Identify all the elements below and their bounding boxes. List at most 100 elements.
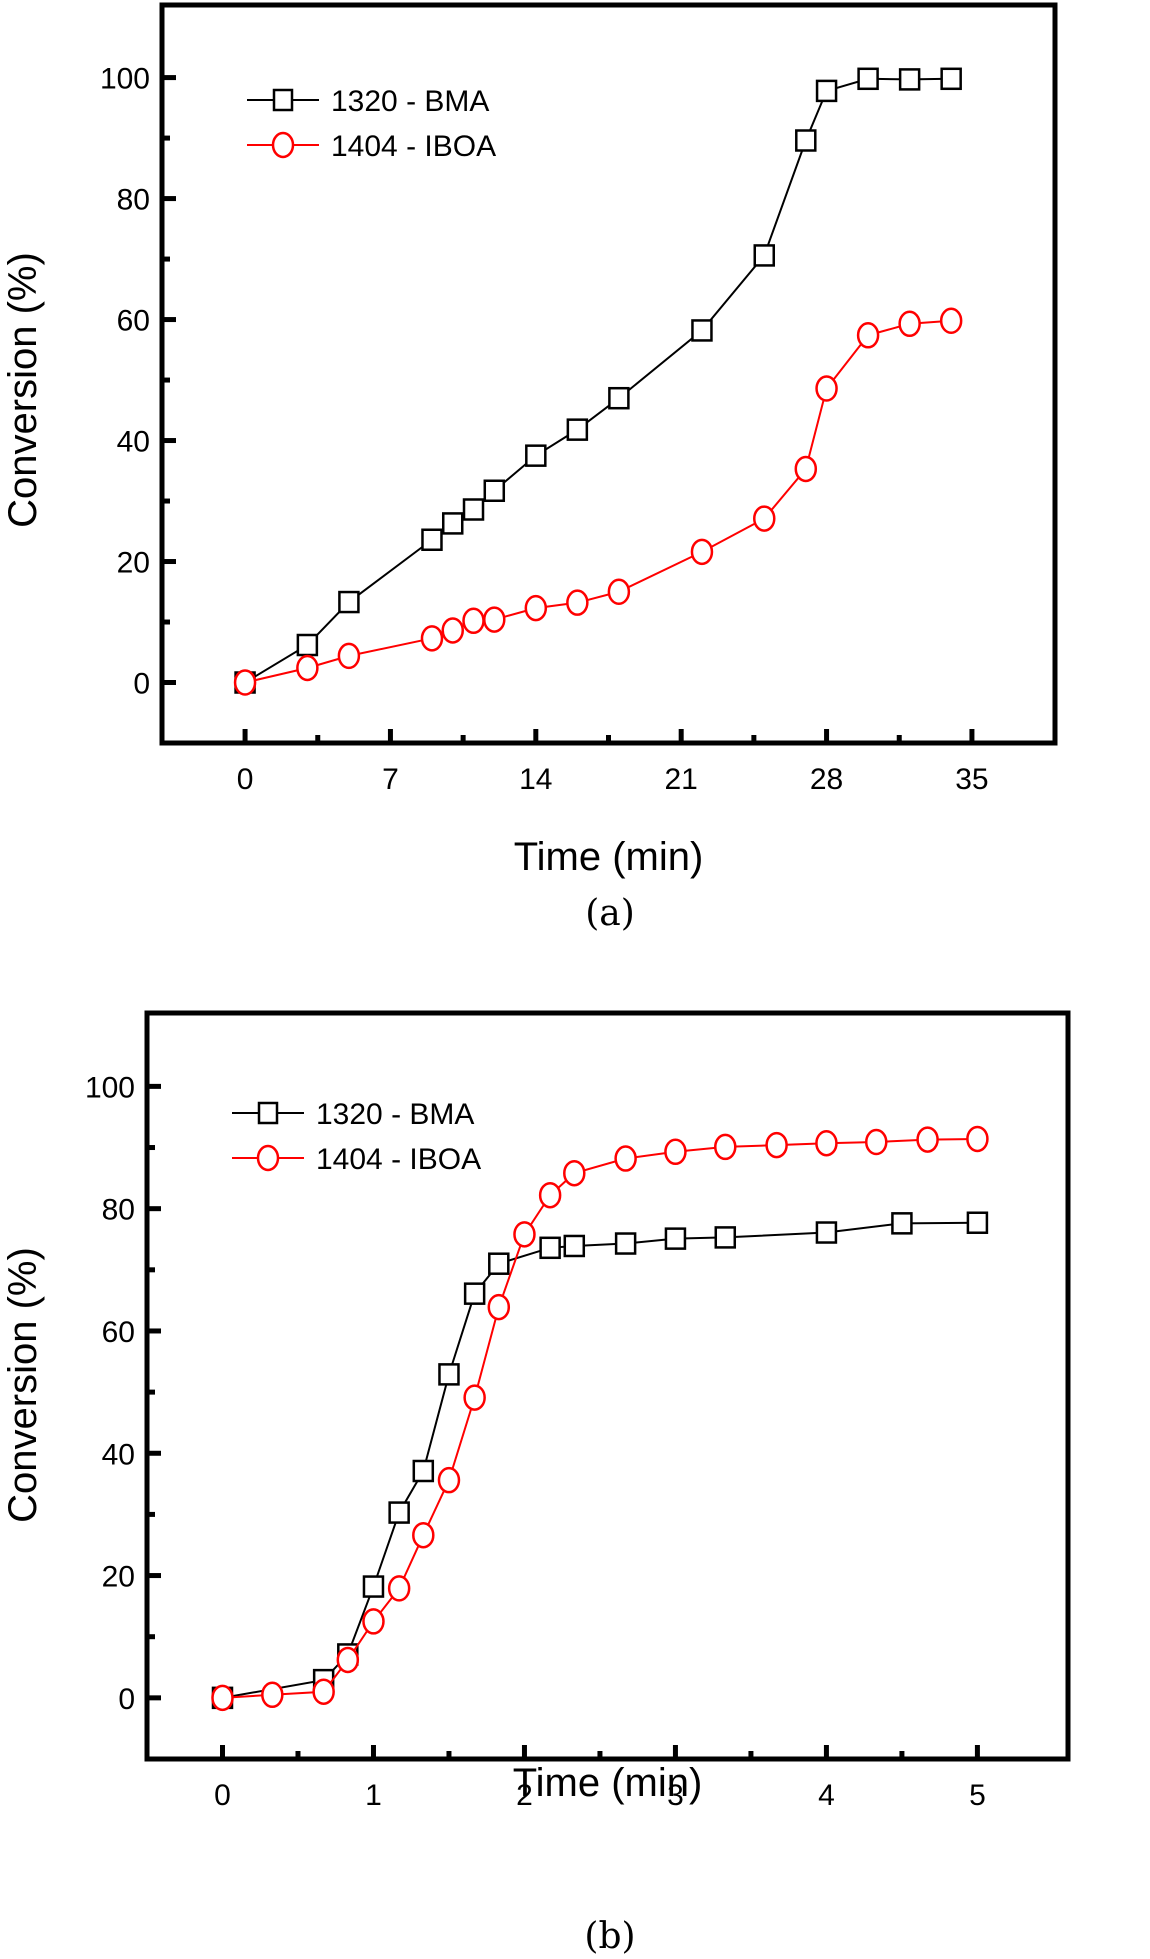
legend-item-iboa: 1404 - IBOA — [232, 1143, 481, 1176]
data-point-iboa — [753, 505, 776, 532]
legend-square-marker-icon — [272, 88, 294, 112]
x-tick-label: 28 — [810, 763, 843, 796]
panel-caption-b: (b) — [584, 1916, 635, 1957]
data-point-iboa — [441, 617, 464, 644]
x-axis-title: Time (min) — [513, 1761, 703, 1805]
data-point-bma — [438, 1363, 460, 1386]
data-point-iboa — [966, 1125, 989, 1153]
data-point-bma — [463, 1282, 486, 1305]
plot-frame — [144, 1010, 1071, 1762]
y-axis-title: Conversion (%) — [1, 252, 45, 528]
series-line-iboa — [244, 319, 952, 684]
x-tick-label: 0 — [214, 1779, 231, 1812]
data-point-bma — [462, 498, 485, 521]
x-tick-label: 21 — [664, 763, 697, 796]
legend-item-iboa: 1404 - IBOA — [247, 130, 496, 163]
data-point-iboa — [261, 1681, 284, 1709]
data-point-bma — [940, 67, 962, 91]
data-point-bma — [539, 1236, 561, 1260]
data-point-bma — [815, 79, 838, 103]
data-point-bma — [966, 1211, 989, 1234]
data-point-iboa — [312, 1678, 335, 1705]
data-point-iboa — [614, 1145, 637, 1172]
data-point-bma — [753, 244, 776, 267]
data-point-iboa — [538, 1181, 562, 1209]
data-point-iboa — [513, 1221, 536, 1248]
data-point-bma — [563, 1234, 586, 1258]
data-point-iboa — [412, 1521, 435, 1549]
data-point-iboa — [420, 625, 444, 652]
data-point-iboa — [865, 1128, 888, 1156]
data-point-bma — [566, 418, 589, 441]
data-point-bma — [441, 512, 464, 535]
data-point-bma — [388, 1501, 410, 1524]
data-point-iboa — [916, 1126, 939, 1153]
plot-frame — [159, 2, 1058, 746]
data-point-bma — [691, 319, 713, 342]
data-point-bma — [412, 1459, 435, 1483]
x-tick-label: 3 — [667, 1779, 684, 1812]
y-tick-label: 100 — [100, 63, 150, 96]
data-point-iboa — [463, 1384, 486, 1411]
x-tick-label: 14 — [519, 763, 552, 796]
legend-circle-marker-icon — [271, 131, 295, 159]
y-tick-label: 80 — [117, 184, 150, 217]
data-point-iboa — [483, 606, 506, 633]
data-point-iboa — [939, 307, 963, 335]
y-tick-label: 40 — [102, 1438, 135, 1471]
data-point-iboa — [211, 1684, 234, 1712]
data-point-iboa — [607, 578, 631, 606]
data-point-bma — [891, 1212, 913, 1235]
data-point-bma — [483, 479, 506, 502]
y-tick-label: 60 — [117, 305, 150, 338]
data-point-bma — [296, 633, 319, 657]
x-axis-title: Time (min) — [514, 835, 704, 879]
x-tick-label: 4 — [818, 1779, 835, 1812]
data-point-iboa — [794, 455, 818, 483]
data-point-bma — [338, 590, 360, 614]
data-point-bma — [898, 68, 921, 91]
legend-item-bma: 1320 - BMA — [232, 1098, 474, 1131]
data-point-bma — [857, 67, 879, 91]
x-tick-label: 35 — [955, 763, 988, 796]
series-line-bma — [222, 1221, 978, 1699]
legend-label-iboa: 1404 - IBOA — [316, 1143, 481, 1176]
axis-ticks: 0 7 14 21 28 35 0 20 40 60 80 100 — [100, 63, 989, 796]
x-tick-label: 1 — [365, 1779, 382, 1812]
data-point-iboa — [524, 594, 548, 622]
legend-label-bma: 1320 - BMA — [331, 85, 489, 118]
data-point-iboa — [337, 642, 361, 670]
data-point-iboa — [387, 1575, 411, 1602]
data-point-bma — [421, 528, 443, 551]
data-point-iboa — [362, 1608, 385, 1635]
data-point-iboa — [296, 654, 319, 682]
data-point-iboa — [336, 1646, 360, 1674]
data-point-iboa — [437, 1466, 461, 1494]
chart-panel-b: 0 1 2 3 4 5 0 20 40 60 80 100 Time (min) Conversion… — [1, 1010, 1071, 1957]
series-layer — [211, 1125, 989, 1712]
panel-caption-a: (a) — [585, 893, 635, 934]
x-tick-label: 0 — [237, 763, 254, 796]
legend-label-bma: 1320 - BMA — [316, 1098, 474, 1131]
data-point-iboa — [664, 1138, 687, 1166]
legend-label-iboa: 1404 - IBOA — [331, 130, 496, 163]
data-point-iboa — [898, 310, 921, 338]
legend-item-bma: 1320 - BMA — [247, 85, 489, 118]
chart-panel-a: 0 7 14 21 28 35 0 20 40 60 80 100 Time (min) Conver… — [1, 2, 1058, 934]
data-point-iboa — [815, 375, 838, 402]
data-point-iboa — [563, 1159, 586, 1187]
x-tick-label: 5 — [969, 1779, 986, 1812]
y-tick-label: 80 — [102, 1194, 135, 1227]
x-tick-label: 2 — [516, 1779, 533, 1812]
series-line-iboa — [222, 1137, 978, 1699]
y-tick-label: 20 — [117, 547, 150, 580]
series-layer — [233, 67, 963, 696]
data-point-iboa — [566, 589, 589, 616]
legend: 1320 - BMA 1404 - IBOA — [247, 85, 496, 163]
y-axis-title: Conversion (%) — [1, 1247, 45, 1523]
x-tick-label: 7 — [382, 763, 399, 796]
y-tick-label: 0 — [133, 668, 150, 701]
y-tick-label: 60 — [102, 1316, 135, 1349]
data-point-iboa — [690, 538, 714, 566]
